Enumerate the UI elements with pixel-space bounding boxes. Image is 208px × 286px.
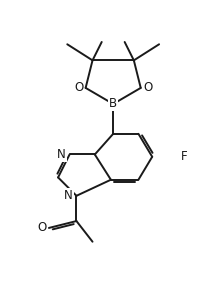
Text: B: B [109,98,117,110]
Text: N: N [57,148,66,161]
Text: F: F [181,150,188,163]
Text: N: N [64,189,73,202]
Text: O: O [37,221,47,235]
Text: O: O [74,82,83,94]
Text: O: O [143,82,152,94]
